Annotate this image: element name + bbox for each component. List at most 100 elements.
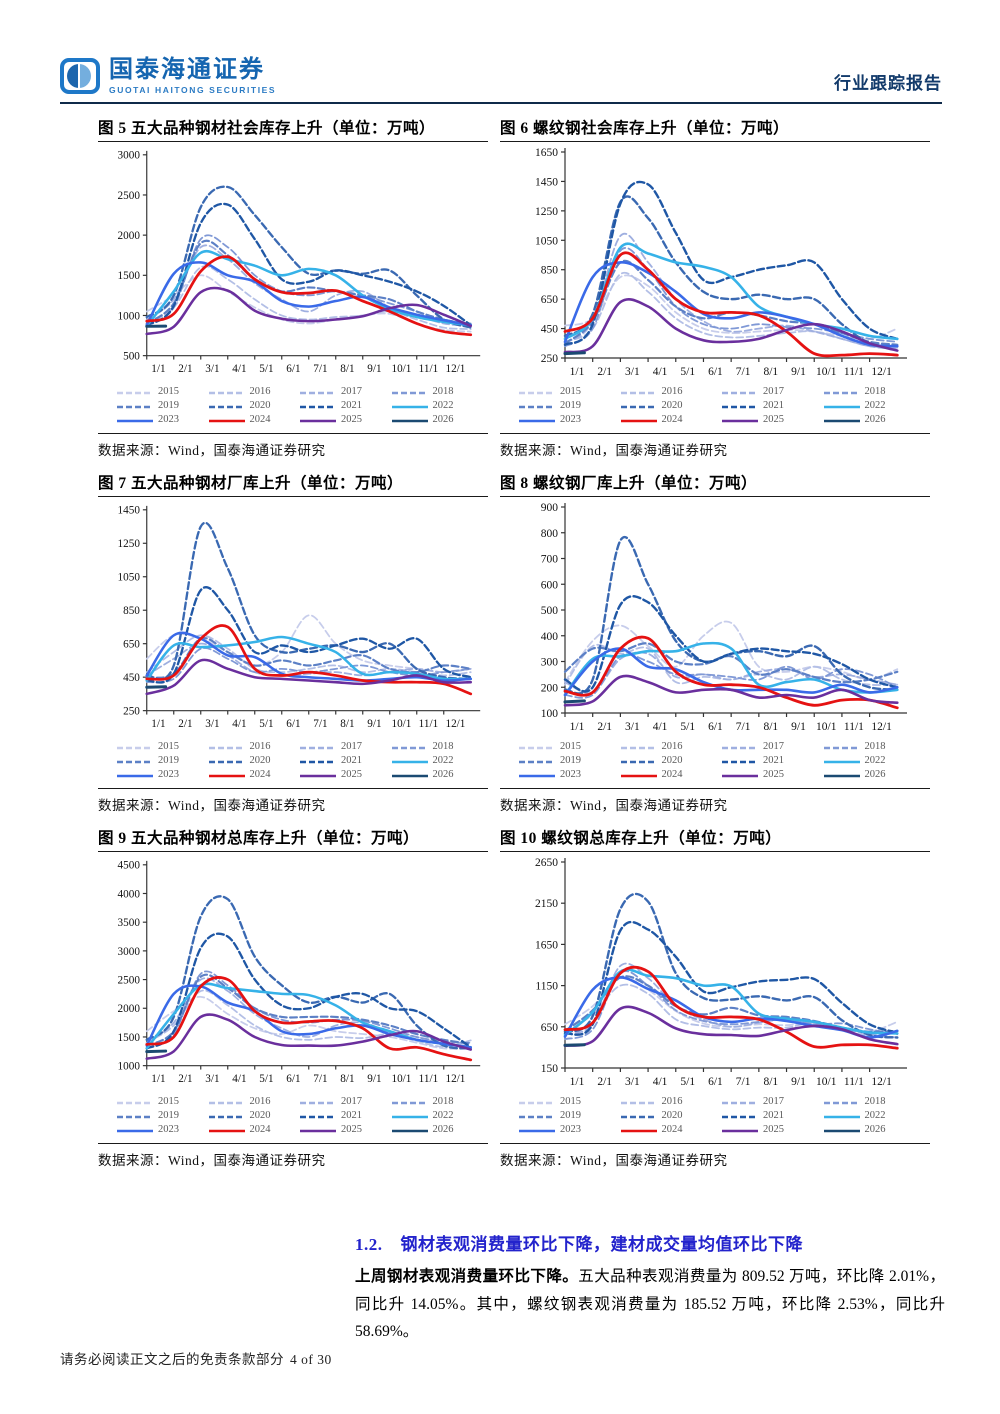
legend-item-2021: 2021 [721, 1110, 823, 1123]
legend-year-label: 2022 [864, 755, 886, 767]
legend-year-label: 2026 [432, 1124, 454, 1136]
x-tick-label: 8/1 [340, 718, 354, 730]
x-tick-label: 10/1 [391, 718, 411, 730]
x-tick-label: 5/1 [259, 718, 273, 730]
legend-line-sample [117, 1129, 153, 1132]
legend-year-label: 2017 [763, 386, 784, 398]
y-tick-label: 100 [541, 708, 559, 720]
series-2025 [563, 1005, 899, 1048]
y-tick-label: 600 [541, 579, 559, 591]
legend-line-sample [391, 1101, 428, 1104]
legend-line-sample [391, 405, 428, 408]
data-source: 数据来源：Wind，国泰海通证券研究 [500, 788, 930, 814]
legend-line-sample [391, 1129, 428, 1132]
legend-year-label: 2015 [158, 741, 179, 753]
legend-item-2019: 2019 [116, 1110, 208, 1123]
legend-year-label: 2016 [249, 1096, 271, 1108]
series-2020 [145, 185, 472, 329]
legend-item-2025: 2025 [721, 769, 823, 782]
figure-title: 图 5 五大品种钢材社会库存上升（单位：万吨） [98, 116, 488, 142]
chart-legend: 2015 2016 2017 2018 2019 2020 2021 2022 2023 2024… [500, 739, 930, 786]
x-tick-label: 9/1 [791, 721, 806, 733]
chart-area: 500 1000 1500 2000 2500 3000 1/1 2/1 3/1 4/1 5/1 6/… [98, 142, 488, 384]
legend-item-2026: 2026 [391, 769, 483, 782]
series-2021 [563, 180, 899, 346]
legend-item-2016: 2016 [620, 386, 722, 399]
y-tick-label: 1450 [535, 176, 558, 188]
legend-line-sample [117, 391, 153, 394]
x-tick-label: 11/1 [844, 721, 864, 733]
legend-year-label: 2020 [661, 1110, 683, 1122]
x-tick-label: 5/1 [680, 1076, 695, 1088]
legend-item-2024: 2024 [620, 769, 722, 782]
legend-item-2015: 2015 [116, 1096, 208, 1109]
legend-year-label: 2025 [341, 769, 362, 781]
legend-year-label: 2025 [763, 414, 784, 426]
y-tick-label: 1050 [118, 572, 141, 584]
legend-year-label: 2019 [560, 1110, 581, 1122]
x-tick-label: 3/1 [205, 363, 219, 375]
x-tick-label: 4/1 [653, 1076, 668, 1088]
chart-canvas: 250 450 650 850 1050 1250 1450 1650 1/1 2/1 3/1 4/1… [535, 147, 907, 378]
y-tick-label: 900 [541, 502, 559, 514]
figure-10: 图 10 螺纹钢总库存上升（单位：万吨） 150 650 1150 1650 2150 2… [500, 826, 942, 1169]
legend-line-sample [823, 419, 860, 422]
legend-item-2022: 2022 [823, 755, 925, 768]
x-tick-label: 6/1 [286, 1073, 300, 1085]
y-tick-label: 3500 [118, 917, 141, 929]
y-tick-label: 1150 [535, 981, 558, 993]
series-2024 [145, 624, 473, 696]
chart-legend: 2015 2016 2017 2018 2019 2020 2021 2022 2023 2024… [98, 739, 488, 786]
legend-item-2025: 2025 [721, 414, 823, 427]
series-2026 [563, 1043, 586, 1047]
chart-legend: 2015 2016 2017 2018 2019 2020 2021 2022 2023 2024… [500, 1094, 930, 1141]
series-2026 [563, 699, 586, 704]
x-tick-label: 11/1 [419, 1073, 439, 1085]
series-2020 [563, 892, 899, 1039]
legend-year-label: 2019 [560, 755, 581, 767]
legend-year-label: 2021 [763, 1110, 784, 1122]
legend-item-2015: 2015 [116, 741, 208, 754]
x-tick-label: 12/1 [445, 363, 465, 375]
legend-year-label: 2019 [560, 400, 581, 412]
section-body-lead: 上周钢材表观消费量环比下降。 [355, 1268, 579, 1285]
legend-item-2015: 2015 [518, 386, 620, 399]
x-tick-label: 8/1 [340, 1073, 354, 1085]
x-tick-label: 9/1 [791, 1076, 806, 1088]
legend-year-label: 2017 [763, 741, 784, 753]
y-tick-label: 650 [123, 639, 140, 651]
legend-item-2020: 2020 [620, 400, 722, 413]
series-2022 [145, 635, 473, 682]
legend-year-label: 2015 [158, 386, 179, 398]
legend-line-sample [823, 1129, 860, 1132]
series-2021 [145, 202, 472, 327]
legend-year-label: 2016 [249, 741, 271, 753]
legend-year-label: 2018 [432, 1096, 454, 1108]
chart-area: 250 450 650 850 1050 1250 1450 1650 1/1 2/1 3/1 4/1… [500, 142, 930, 384]
x-tick-label: 8/1 [763, 366, 778, 378]
y-tick-label: 1000 [118, 310, 141, 322]
legend-line-sample [391, 746, 428, 749]
legend-year-label: 2024 [249, 769, 271, 781]
footer-disclaimer: 请务必阅读正文之后的免责条款部分 [60, 1352, 284, 1367]
chart-canvas: 150 650 1150 1650 2150 2650 1/1 2/1 3/1 4/1 5/1 6/1… [535, 857, 907, 1088]
chart-area: 1000 1500 2000 2500 3000 3500 4000 4500 1/1 2/1 3/… [98, 852, 488, 1094]
legend-year-label: 2022 [432, 400, 454, 412]
series-2026 [563, 351, 586, 356]
legend-line-sample [620, 419, 657, 422]
chart-area: 150 650 1150 1650 2150 2650 1/1 2/1 3/1 4/1 5/1 6/1… [500, 852, 930, 1094]
legend-year-label: 2018 [432, 386, 454, 398]
data-source: 数据来源：Wind，国泰海通证券研究 [500, 1143, 930, 1169]
x-tick-label: 12/1 [445, 1073, 465, 1085]
x-tick-label: 6/1 [286, 363, 300, 375]
legend-line-sample [519, 746, 555, 749]
legend-year-label: 2024 [661, 769, 683, 781]
x-tick-label: 9/1 [791, 366, 806, 378]
y-tick-label: 700 [541, 554, 559, 566]
figure-title: 图 9 五大品种钢材总库存上升（单位：万吨） [98, 826, 488, 852]
legend-line-sample [823, 760, 860, 763]
x-tick-label: 1/1 [151, 363, 165, 375]
chart-area: 100 200 300 400 500 600 700 800 900 1/1 2/1 3/1 4/1 5… [500, 497, 930, 739]
x-tick-label: 9/1 [367, 1073, 381, 1085]
y-tick-label: 1650 [535, 147, 558, 159]
